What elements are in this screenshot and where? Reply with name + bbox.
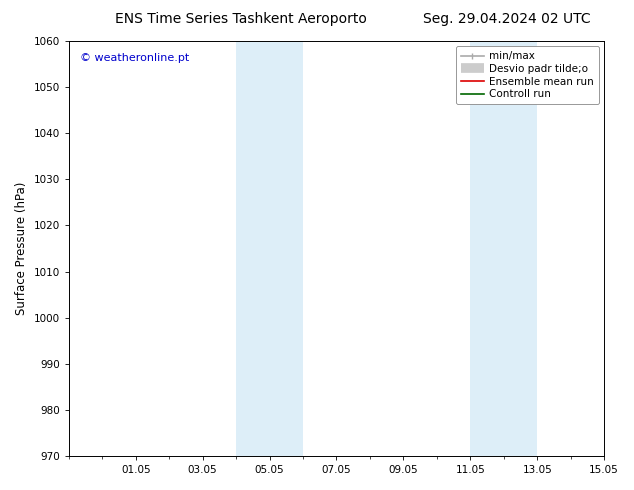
Text: Seg. 29.04.2024 02 UTC: Seg. 29.04.2024 02 UTC (424, 12, 591, 26)
Bar (269, 41, 303, 456)
Text: © weatheronline.pt: © weatheronline.pt (79, 53, 189, 64)
Text: ENS Time Series Tashkent Aeroporto: ENS Time Series Tashkent Aeroporto (115, 12, 367, 26)
Bar (470, 41, 504, 456)
Legend: min/max, Desvio padr tilde;o, Ensemble mean run, Controll run: min/max, Desvio padr tilde;o, Ensemble m… (456, 46, 599, 104)
Y-axis label: Surface Pressure (hPa): Surface Pressure (hPa) (15, 182, 28, 315)
Bar (236, 41, 269, 456)
Bar (504, 41, 537, 456)
